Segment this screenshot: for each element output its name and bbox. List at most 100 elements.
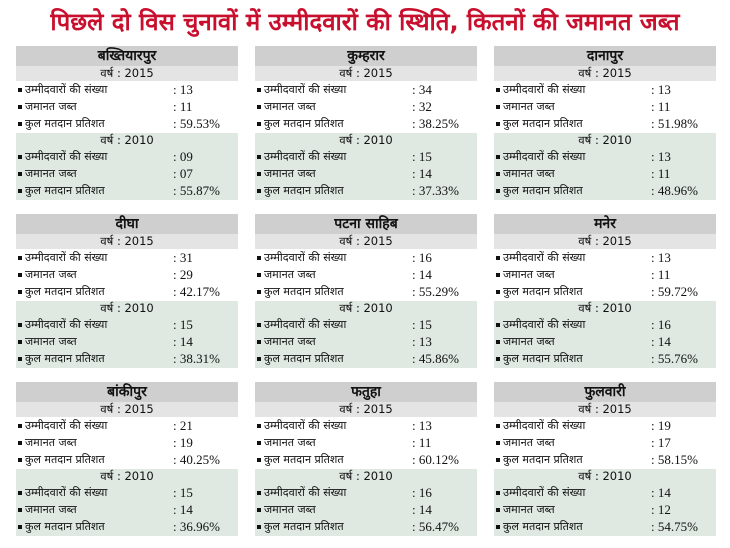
year-label: वर्ष : 2015	[255, 402, 477, 417]
year-block: वर्ष : 2010 उम्मीदवारों की संख्या: 09 जमान…	[16, 133, 238, 200]
stat-row: उम्मीदवारों की संख्या: 13	[494, 81, 716, 98]
stat-label: उम्मीदवारों की संख्या	[494, 81, 651, 98]
stat-row: जमानत जब्त: 14	[16, 501, 238, 518]
stat-value: : 13	[412, 334, 432, 349]
stat-label: उम्मीदवारों की संख्या	[16, 417, 173, 434]
stat-value: : 16	[412, 485, 432, 500]
stat-value: : 59.53%	[173, 116, 220, 131]
constituency-panel: दीघा वर्ष : 2015 उम्मीदवारों की संख्या: 31…	[16, 214, 238, 374]
stat-label: कुल मतदान प्रतिशत	[16, 518, 173, 535]
stat-label: जमानत जब्त	[494, 501, 651, 518]
stat-value: : 16	[651, 317, 671, 332]
stat-row: कुल मतदान प्रतिशत: 51.98%	[494, 115, 716, 132]
stat-label: जमानत जब्त	[494, 165, 651, 182]
stat-label: जमानत जब्त	[494, 266, 651, 283]
stat-value: : 14	[412, 166, 432, 181]
stat-label: उम्मीदवारों की संख्या	[255, 417, 412, 434]
stat-value: : 55.29%	[412, 284, 459, 299]
stat-row: उम्मीदवारों की संख्या: 16	[255, 484, 477, 501]
stat-value: : 13	[651, 250, 671, 265]
constituency-panel: फतुहा वर्ष : 2015 उम्मीदवारों की संख्या: 1…	[255, 382, 477, 542]
stat-value: : 32	[412, 99, 432, 114]
stat-row: कुल मतदान प्रतिशत: 38.25%	[255, 115, 477, 132]
stat-value: : 14	[651, 334, 671, 349]
stat-label: कुल मतदान प्रतिशत	[16, 182, 173, 199]
stat-label: जमानत जब्त	[255, 434, 412, 451]
stat-value: : 13	[412, 418, 432, 433]
stat-row: जमानत जब्त: 32	[255, 98, 477, 115]
constituency-name: फुलवारी	[494, 382, 716, 402]
stat-row: कुल मतदान प्रतिशत: 36.96%	[16, 518, 238, 535]
stat-value: : 15	[173, 317, 193, 332]
stat-label: कुल मतदान प्रतिशत	[494, 518, 651, 535]
stat-row: जमानत जब्त: 12	[494, 501, 716, 518]
stat-value: : 55.76%	[651, 351, 698, 366]
stat-value: : 11	[173, 99, 193, 114]
stat-row: उम्मीदवारों की संख्या: 13	[16, 81, 238, 98]
constituency-panel: बांकीपुर वर्ष : 2015 उम्मीदवारों की संख्या…	[16, 382, 238, 542]
year-block: वर्ष : 2015 उम्मीदवारों की संख्या: 19 जमान…	[494, 402, 716, 469]
stat-row: उम्मीदवारों की संख्या: 15	[16, 484, 238, 501]
stat-label: जमानत जब्त	[16, 434, 173, 451]
stat-value: : 58.15%	[651, 452, 698, 467]
stat-row: कुल मतदान प्रतिशत: 55.29%	[255, 283, 477, 300]
stat-row: जमानत जब्त: 11	[16, 98, 238, 115]
year-block: वर्ष : 2010 उम्मीदवारों की संख्या: 15 जमान…	[16, 301, 238, 368]
stat-value: : 11	[651, 166, 671, 181]
stat-label: जमानत जब्त	[255, 165, 412, 182]
year-label: वर्ष : 2015	[16, 234, 238, 249]
year-label: वर्ष : 2015	[494, 234, 716, 249]
stat-value: : 19	[173, 435, 193, 450]
year-block: वर्ष : 2015 उम्मीदवारों की संख्या: 16 जमान…	[255, 234, 477, 301]
stat-label: कुल मतदान प्रतिशत	[16, 283, 173, 300]
stat-label: कुल मतदान प्रतिशत	[255, 115, 412, 132]
year-label: वर्ष : 2010	[100, 133, 154, 147]
stat-value: : 42.17%	[173, 284, 220, 299]
stat-value: : 15	[412, 149, 432, 164]
stat-label: उम्मीदवारों की संख्या	[494, 417, 651, 434]
stat-row: कुल मतदान प्रतिशत: 42.17%	[16, 283, 238, 300]
stat-value: : 45.86%	[412, 351, 459, 366]
constituency-panel: बख्तियारपुर वर्ष : 2015 उम्मीदवारों की संख…	[16, 46, 238, 206]
stat-value: : 59.72%	[651, 284, 698, 299]
stat-value: : 15	[173, 485, 193, 500]
year-label: वर्ष : 2010	[339, 469, 393, 483]
stat-label: उम्मीदवारों की संख्या	[16, 316, 173, 333]
stat-value: : 13	[651, 82, 671, 97]
stat-row: कुल मतदान प्रतिशत: 48.96%	[494, 182, 716, 199]
constituency-name: दीघा	[16, 214, 238, 234]
year-block: वर्ष : 2015 उम्मीदवारों की संख्या: 13 जमान…	[16, 66, 238, 133]
stat-row: कुल मतदान प्रतिशत: 55.76%	[494, 350, 716, 367]
stat-value: : 13	[173, 82, 193, 97]
stat-row: जमानत जब्त: 14	[255, 501, 477, 518]
stat-row: उम्मीदवारों की संख्या: 16	[255, 249, 477, 266]
stat-label: कुल मतदान प्रतिशत	[255, 451, 412, 468]
year-label: वर्ष : 2015	[16, 66, 238, 81]
stat-value: : 14	[412, 267, 432, 282]
stat-value: : 11	[651, 99, 671, 114]
stat-value: : 15	[412, 317, 432, 332]
year-block: वर्ष : 2015 उम्मीदवारों की संख्या: 31 जमान…	[16, 234, 238, 301]
stat-row: जमानत जब्त: 11	[494, 165, 716, 182]
year-label: वर्ष : 2010	[578, 133, 632, 147]
year-label: वर्ष : 2010	[578, 469, 632, 483]
stat-row: जमानत जब्त: 14	[494, 333, 716, 350]
stat-value: : 13	[651, 149, 671, 164]
stat-row: कुल मतदान प्रतिशत: 37.33%	[255, 182, 477, 199]
stat-row: जमानत जब्त: 11	[255, 434, 477, 451]
stat-label: उम्मीदवारों की संख्या	[16, 148, 173, 165]
stat-value: : 48.96%	[651, 183, 698, 198]
stat-value: : 07	[173, 166, 193, 181]
stat-value: : 60.12%	[412, 452, 459, 467]
stat-label: जमानत जब्त	[494, 98, 651, 115]
stat-row: उम्मीदवारों की संख्या: 19	[494, 417, 716, 434]
stat-row: उम्मीदवारों की संख्या: 34	[255, 81, 477, 98]
stat-label: उम्मीदवारों की संख्या	[255, 484, 412, 501]
stat-value: : 17	[651, 435, 671, 450]
stat-value: : 09	[173, 149, 193, 164]
year-label: वर्ष : 2015	[255, 66, 477, 81]
stat-value: : 29	[173, 267, 193, 282]
stat-label: कुल मतदान प्रतिशत	[16, 115, 173, 132]
year-label: वर्ष : 2015	[494, 402, 716, 417]
stat-label: कुल मतदान प्रतिशत	[255, 518, 412, 535]
